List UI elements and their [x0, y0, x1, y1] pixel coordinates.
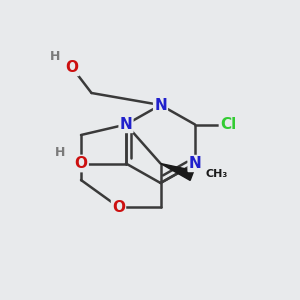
Text: Cl: Cl — [220, 117, 236, 132]
Text: H: H — [55, 146, 65, 160]
Text: H: H — [50, 50, 61, 64]
Text: CH₃: CH₃ — [206, 169, 228, 179]
Text: O: O — [112, 200, 125, 214]
Polygon shape — [160, 164, 194, 180]
Text: N: N — [154, 98, 167, 112]
Text: N: N — [189, 156, 201, 171]
Text: O: O — [65, 60, 79, 75]
Text: O: O — [74, 156, 88, 171]
Text: N: N — [120, 117, 132, 132]
Text: O: O — [74, 156, 88, 171]
